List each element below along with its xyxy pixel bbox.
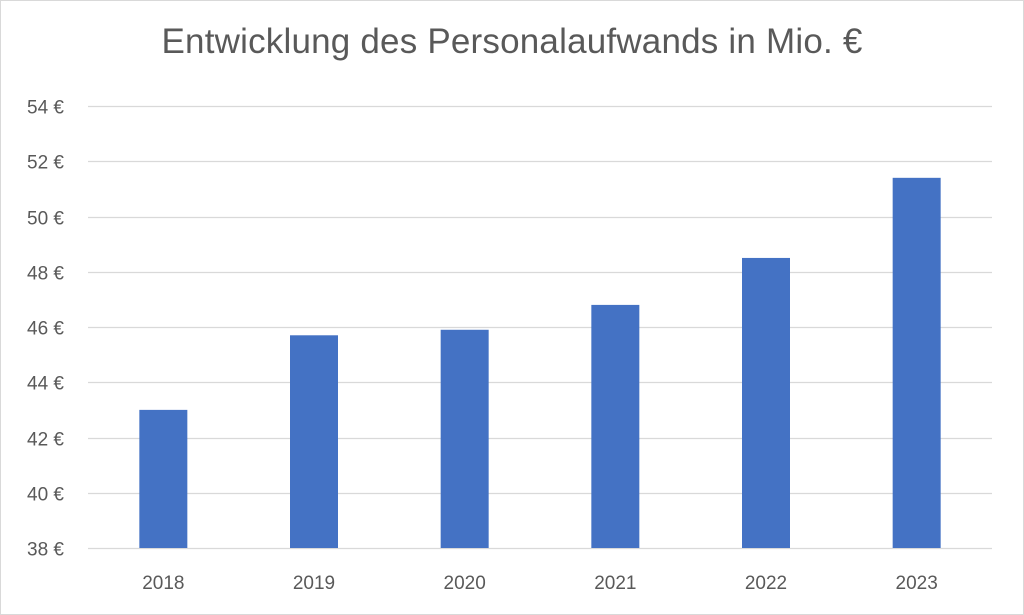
y-tick-label: 46 € [27, 319, 64, 340]
bar-2021 [591, 304, 640, 548]
x-tick-label-2021: 2021 [594, 573, 636, 594]
y-tick-label: 50 € [27, 209, 64, 230]
bar-2020 [440, 329, 489, 548]
bar-2022 [742, 257, 790, 548]
y-axis-ticks: 38 € 40 € 42 € 44 € 46 € 48 € 50 € 52 € 54 € [27, 98, 64, 561]
bar-2018 [139, 409, 188, 548]
bar-2023 [892, 177, 941, 548]
x-tick-label-2018: 2018 [142, 573, 184, 594]
bar-2019 [290, 335, 338, 548]
y-tick-label: 44 € [27, 374, 64, 395]
y-tick-label: 54 € [27, 98, 64, 119]
y-tick-label: 48 € [27, 264, 64, 285]
x-axis-ticks: 2018 2019 2020 2021 2022 2023 [142, 573, 938, 594]
x-tick-label-2022: 2022 [745, 573, 787, 594]
x-tick-label-2020: 2020 [444, 573, 486, 594]
y-tick-label: 40 € [27, 485, 64, 506]
bars [139, 177, 941, 548]
x-tick-label-2019: 2019 [293, 573, 335, 594]
chart-title: Entwicklung des Personalaufwands in Mio.… [161, 22, 863, 61]
y-tick-label: 52 € [27, 153, 64, 174]
y-tick-label: 38 € [27, 540, 64, 561]
y-tick-label: 42 € [27, 430, 64, 451]
gridlines [88, 105, 992, 550]
x-tick-label-2023: 2023 [896, 573, 938, 594]
